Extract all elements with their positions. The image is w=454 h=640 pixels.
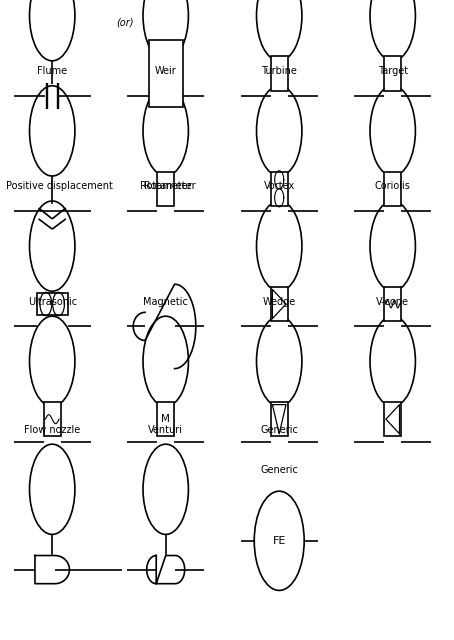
- FancyBboxPatch shape: [37, 293, 68, 315]
- FancyBboxPatch shape: [271, 402, 288, 436]
- Text: Flow nozzle: Flow nozzle: [24, 424, 80, 435]
- Text: Magnetic: Magnetic: [143, 296, 188, 307]
- Text: Flume: Flume: [37, 66, 67, 76]
- Text: Venturi: Venturi: [148, 424, 183, 435]
- Text: Turbine: Turbine: [261, 66, 297, 76]
- Text: Target: Target: [378, 66, 408, 76]
- FancyBboxPatch shape: [271, 287, 288, 321]
- Text: Coriolis: Coriolis: [375, 181, 411, 191]
- Text: M: M: [161, 414, 170, 424]
- Text: Rotameter: Rotameter: [140, 181, 192, 191]
- Text: FE: FE: [272, 536, 286, 546]
- Text: Generic: Generic: [260, 465, 298, 475]
- Text: Rotameter: Rotameter: [144, 181, 196, 191]
- Polygon shape: [147, 556, 185, 584]
- Text: Generic: Generic: [260, 424, 298, 435]
- FancyBboxPatch shape: [384, 402, 401, 436]
- FancyBboxPatch shape: [149, 40, 183, 108]
- Text: (or): (or): [116, 17, 133, 27]
- FancyBboxPatch shape: [271, 56, 288, 91]
- FancyBboxPatch shape: [384, 172, 401, 206]
- FancyBboxPatch shape: [384, 56, 401, 91]
- FancyBboxPatch shape: [384, 287, 401, 321]
- Text: Ultrasonic: Ultrasonic: [28, 296, 77, 307]
- FancyBboxPatch shape: [271, 172, 288, 206]
- Text: Vortex: Vortex: [264, 181, 295, 191]
- Ellipse shape: [254, 491, 304, 591]
- Polygon shape: [35, 556, 69, 584]
- FancyBboxPatch shape: [157, 172, 174, 206]
- Text: V-cone: V-cone: [376, 296, 409, 307]
- Text: Wedge: Wedge: [262, 296, 296, 307]
- FancyBboxPatch shape: [44, 402, 61, 436]
- FancyBboxPatch shape: [157, 402, 174, 436]
- Text: Positive displacement: Positive displacement: [5, 181, 113, 191]
- Text: Weir: Weir: [155, 66, 177, 76]
